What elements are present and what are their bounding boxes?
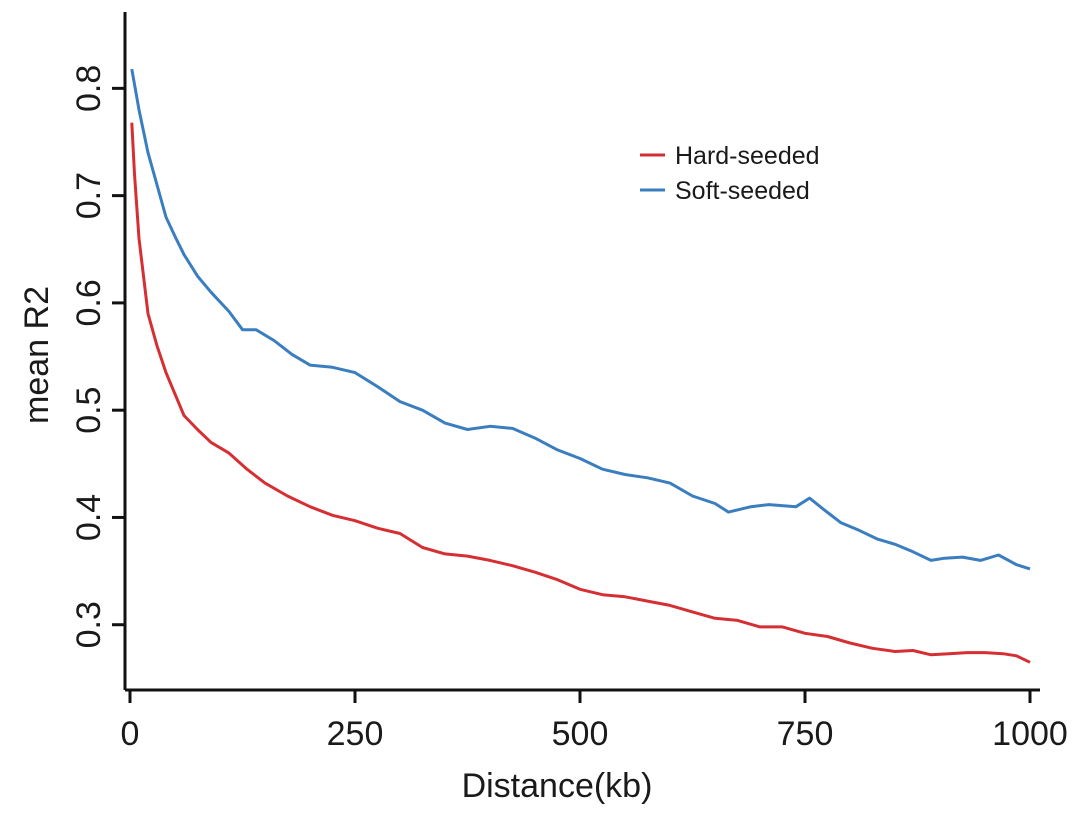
x-tick-label: 250 bbox=[327, 715, 384, 753]
legend-label: Soft-seeded bbox=[675, 177, 810, 205]
y-tick-label: 0.4 bbox=[70, 494, 108, 541]
y-tick-label: 0.7 bbox=[70, 172, 108, 219]
series-line-soft-seeded bbox=[130, 68, 1031, 571]
legend-label: Hard-seeded bbox=[675, 142, 820, 170]
x-tick-label: 0 bbox=[121, 715, 140, 753]
y-tick-label: 0.8 bbox=[70, 65, 108, 112]
y-axis-ticks: 0.3 0.4 0.5 0.6 0.7 0.8 bbox=[70, 65, 125, 648]
x-tick-label: 1000 bbox=[992, 715, 1068, 753]
y-axis-title: mean R2 bbox=[18, 286, 56, 424]
x-tick-label: 500 bbox=[552, 715, 609, 753]
legend: Hard-seeded Soft-seeded bbox=[640, 142, 820, 205]
y-tick-label: 0.5 bbox=[70, 387, 108, 434]
y-tick-label: 0.6 bbox=[70, 279, 108, 326]
x-axis-ticks: 0 250 500 750 1000 bbox=[121, 690, 1068, 753]
x-axis-title: Distance(kb) bbox=[462, 767, 653, 805]
x-tick-label: 750 bbox=[777, 715, 834, 753]
series-line-hard-seeded bbox=[130, 122, 1031, 664]
series-lines bbox=[130, 68, 1031, 664]
y-tick-label: 0.3 bbox=[70, 601, 108, 648]
